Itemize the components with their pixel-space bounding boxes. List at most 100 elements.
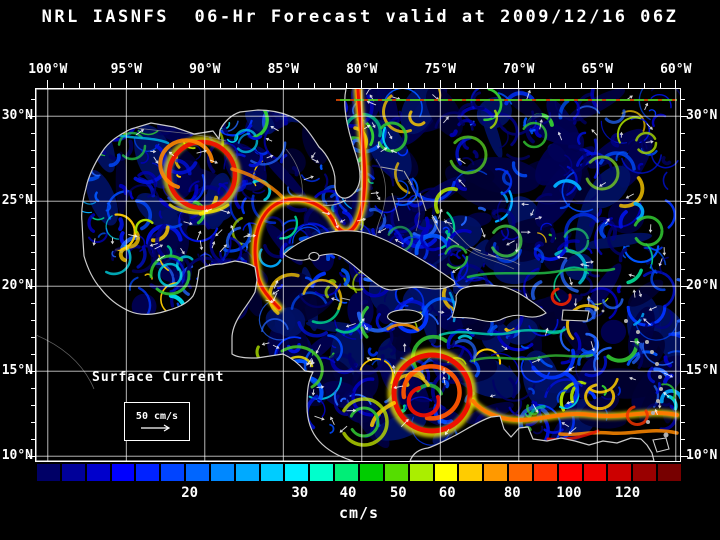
tick-mark <box>565 83 567 88</box>
tick-mark <box>31 149 35 151</box>
tick-mark <box>681 455 688 457</box>
tick-mark <box>681 370 688 372</box>
tick-mark <box>681 387 685 389</box>
lon-label: 65°W <box>581 62 613 77</box>
colorbar-segment <box>335 464 358 481</box>
colorbar-segment <box>285 464 309 481</box>
tick-mark <box>110 83 112 88</box>
tick-mark <box>681 200 688 202</box>
tick-mark <box>125 80 127 88</box>
tick-mark <box>235 83 237 88</box>
tick-mark <box>28 115 35 117</box>
tick-mark <box>681 132 685 134</box>
colorbar-segment <box>210 464 234 481</box>
colorbar-tick-label: 50 <box>389 485 407 501</box>
tick-mark <box>486 83 488 88</box>
tick-mark <box>267 83 269 88</box>
tick-mark <box>681 353 685 355</box>
tick-mark <box>31 387 35 389</box>
tick-mark <box>204 80 206 88</box>
colorbar-segment <box>633 464 657 481</box>
scale-value-label: 50 cm/s <box>135 411 179 422</box>
colorbar-segment <box>161 464 185 481</box>
tick-mark <box>681 285 688 287</box>
tick-mark <box>681 319 685 321</box>
tick-mark <box>31 132 35 134</box>
colorbar-segment <box>235 464 259 481</box>
tick-mark <box>408 83 410 88</box>
colorbar-segment <box>310 464 334 481</box>
landmass-shapes <box>36 89 670 461</box>
tick-mark <box>681 302 685 304</box>
colorbar-segment <box>558 464 582 481</box>
colorbar-segment <box>484 464 508 481</box>
tick-mark <box>314 83 316 88</box>
colorbar-segment <box>86 464 110 481</box>
tick-mark <box>502 83 504 88</box>
tick-mark <box>455 83 457 88</box>
current-scale-box: 50 cm/s <box>124 402 190 441</box>
tick-mark <box>188 83 190 88</box>
tick-mark <box>681 183 685 185</box>
lon-label: 75°W <box>424 62 456 77</box>
colorbar-tick-label: 120 <box>614 485 641 501</box>
tick-mark <box>31 421 35 423</box>
surface-current-field <box>36 89 680 461</box>
tick-mark <box>376 83 378 88</box>
tick-mark <box>681 421 685 423</box>
lon-label: 100°W <box>28 62 68 77</box>
tick-mark <box>549 83 551 88</box>
tick-mark <box>581 83 583 88</box>
tick-mark <box>31 166 35 168</box>
lon-label: 70°W <box>503 62 535 77</box>
tick-mark <box>28 370 35 372</box>
tick-mark <box>31 183 35 185</box>
colorbar-tick-label: 40 <box>339 485 357 501</box>
colorbar-tick-labels: 20 30 40 50 60 80 100 120 <box>37 485 681 502</box>
colorbar-unit-label: cm/s <box>338 504 380 522</box>
tick-mark <box>681 268 685 270</box>
colorbar-tick-label: 80 <box>503 485 521 501</box>
tick-mark <box>681 404 685 406</box>
lon-label: 60°W <box>660 62 692 77</box>
colorbar-segment <box>459 464 483 481</box>
tick-mark <box>345 83 347 88</box>
colorbar-segment <box>533 464 557 481</box>
scale-arrow-icon <box>141 424 171 432</box>
tick-mark <box>157 83 159 88</box>
tick-mark <box>533 83 535 88</box>
tick-mark <box>518 80 520 88</box>
lat-label-left: 10°N <box>1 448 33 464</box>
colorbar-segment <box>583 464 607 481</box>
colorbar-segment <box>61 464 85 481</box>
tick-mark <box>28 200 35 202</box>
lon-label: 90°W <box>189 62 221 77</box>
colorbar-segment <box>111 464 135 481</box>
tick-mark <box>392 83 394 88</box>
tick-mark <box>681 166 685 168</box>
tick-mark <box>471 83 473 88</box>
tick-mark <box>31 353 35 355</box>
plot-title: NRL IASNFS 06-Hr Forecast valid at 2009/… <box>41 7 679 27</box>
tick-mark <box>681 336 685 338</box>
tick-mark <box>612 83 614 88</box>
lat-label-left: 15°N <box>1 363 33 379</box>
tick-mark <box>31 438 35 440</box>
tick-mark <box>31 98 35 100</box>
tick-mark <box>31 319 35 321</box>
colorbar-tick-label: 30 <box>291 485 309 501</box>
grid-lines <box>36 89 680 461</box>
tick-mark <box>31 234 35 236</box>
tick-mark <box>251 83 253 88</box>
tick-mark <box>643 83 645 88</box>
tick-mark <box>94 83 96 88</box>
tick-mark <box>31 251 35 253</box>
colorbar-segment <box>658 464 681 481</box>
tick-mark <box>31 302 35 304</box>
tick-mark <box>439 80 441 88</box>
colorbar-segment <box>608 464 632 481</box>
lat-label-left: 25°N <box>1 193 33 209</box>
tick-mark <box>62 83 64 88</box>
colorbar-segment <box>359 464 383 481</box>
tick-mark <box>219 83 221 88</box>
